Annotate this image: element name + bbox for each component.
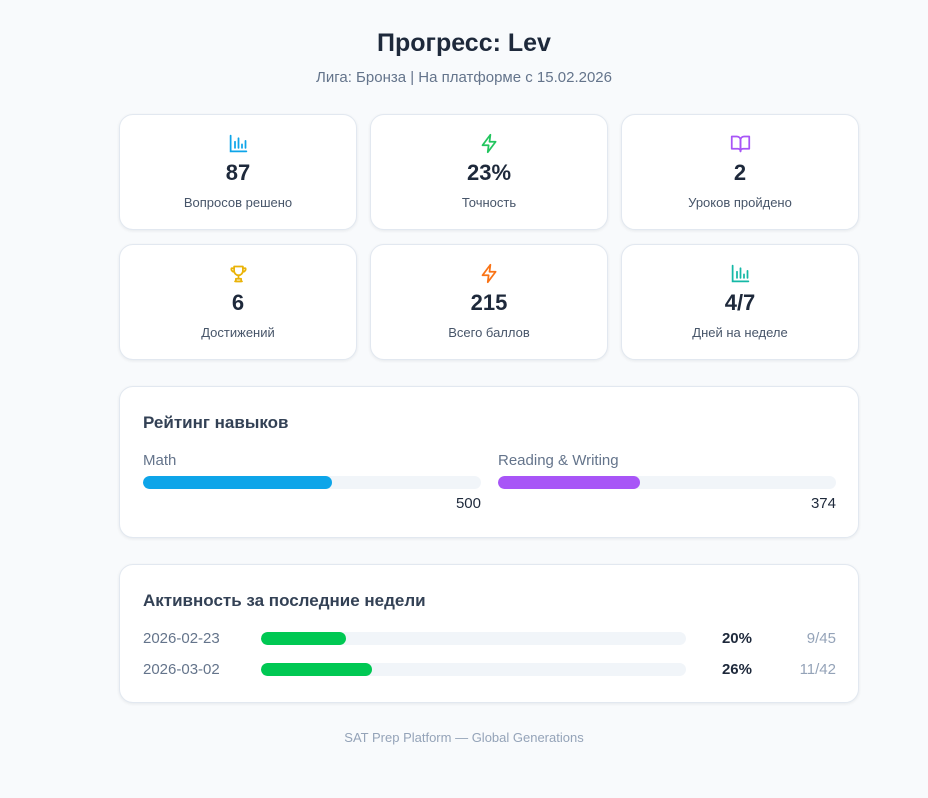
- stat-value: 6: [231, 290, 245, 315]
- activity-count: 11/42: [799, 661, 836, 678]
- activity-count: 9/45: [806, 630, 836, 647]
- stat-card-questions: 87 Вопросов решено: [119, 114, 357, 230]
- stat-label: Уроков пройдено: [688, 195, 792, 210]
- stat-value: 215: [470, 290, 508, 315]
- skills-panel: Рейтинг навыков Math 500 Reading & Writi…: [119, 386, 859, 538]
- page-subtitle: Лига: Бронза | На платформе с 15.02.2026: [316, 69, 612, 86]
- skill-name: Math: [143, 452, 177, 469]
- bar-chart-icon: [120, 133, 356, 155]
- stat-value: 87: [225, 160, 251, 185]
- activity-row: 2026-02-23 20% 9/45: [143, 628, 836, 650]
- skill-math: Math 500: [143, 452, 481, 522]
- skill-track: [498, 476, 836, 489]
- lightning-icon: [371, 263, 607, 285]
- footer-text: SAT Prep Platform — Global Generations: [344, 730, 584, 745]
- activity-track: [261, 663, 686, 676]
- stat-value: 4/7: [724, 290, 756, 315]
- activity-fill: [261, 663, 372, 676]
- stat-label: Достижений: [201, 325, 275, 340]
- activity-date: 2026-02-23: [143, 630, 220, 647]
- stat-card-accuracy: 23% Точность: [370, 114, 608, 230]
- skill-track: [143, 476, 481, 489]
- stat-card-lessons: 2 Уроков пройдено: [621, 114, 859, 230]
- stat-value: 2: [733, 160, 747, 185]
- stat-card-days: 4/7 Дней на неделе: [621, 244, 859, 360]
- activity-row: 2026-03-02 26% 11/42: [143, 659, 836, 681]
- bar-chart-icon: [622, 263, 858, 285]
- stat-label: Точность: [461, 195, 517, 210]
- activity-date: 2026-03-02: [143, 661, 220, 678]
- skill-fill: [143, 476, 333, 489]
- activity-panel: Активность за последние недели 2026-02-2…: [119, 564, 859, 703]
- skills-title: Рейтинг навыков: [143, 413, 289, 432]
- activity-fill: [261, 632, 346, 645]
- activity-track: [261, 632, 686, 645]
- skill-name: Reading & Writing: [498, 452, 619, 469]
- stat-card-achievements: 6 Достижений: [119, 244, 357, 360]
- stat-card-points: 215 Всего баллов: [370, 244, 608, 360]
- page-title: Прогресс: Lev: [377, 29, 551, 57]
- skill-score: 374: [810, 495, 836, 512]
- stat-value: 23%: [466, 160, 512, 185]
- activity-percent: 26%: [721, 661, 752, 678]
- skill-reading-writing: Reading & Writing 374: [498, 452, 836, 522]
- skill-score: 500: [455, 495, 481, 512]
- stat-label: Вопросов решено: [183, 195, 293, 210]
- lightning-icon: [371, 133, 607, 155]
- stat-label: Всего баллов: [448, 325, 530, 340]
- book-icon: [622, 133, 858, 155]
- activity-title: Активность за последние недели: [143, 591, 426, 610]
- activity-percent: 20%: [721, 630, 752, 647]
- skill-fill: [498, 476, 640, 489]
- trophy-icon: [120, 263, 356, 285]
- stat-label: Дней на неделе: [692, 325, 788, 340]
